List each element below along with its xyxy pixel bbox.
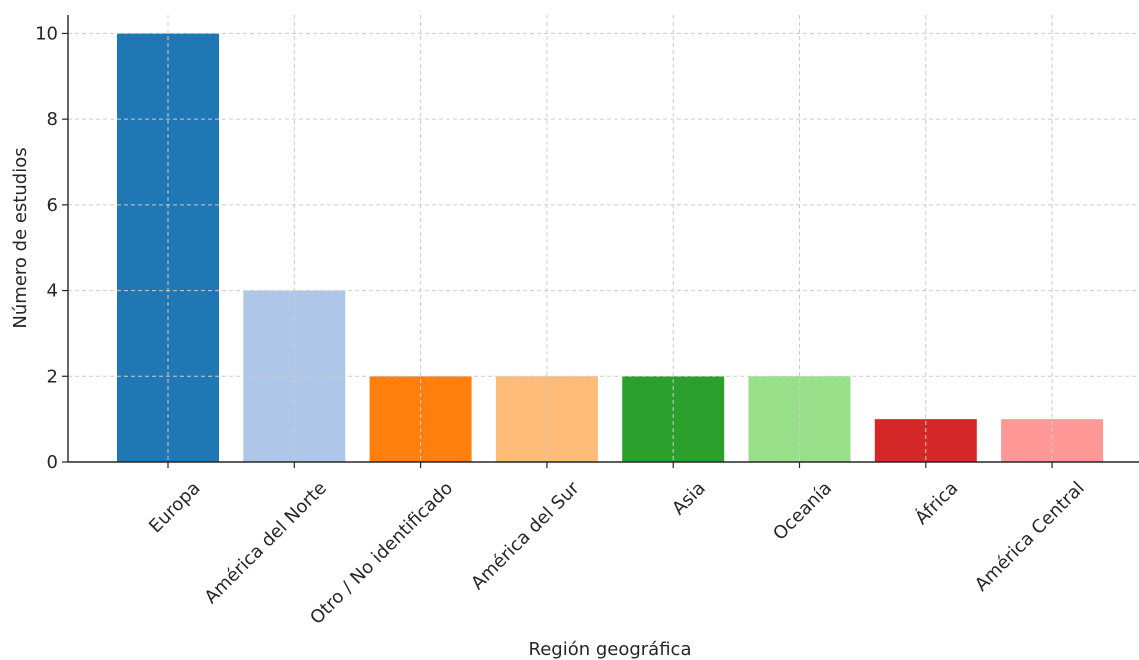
bar-6 <box>874 419 977 462</box>
x-tick-label: América del Norte <box>201 478 331 608</box>
y-axis-ticks: 0 2 4 6 8 10 <box>35 23 68 473</box>
bar-5 <box>748 376 851 462</box>
y-tick-label: 8 <box>47 109 58 130</box>
x-axis-title: Región geográfica <box>529 639 692 660</box>
gridlines <box>68 15 1139 463</box>
bar-7 <box>1001 419 1104 462</box>
bar-2 <box>369 376 472 462</box>
x-tick-label: África <box>911 477 963 529</box>
y-axis-title: Número de estudios <box>10 147 31 328</box>
x-tick-label: América del Sur <box>467 477 584 594</box>
y-tick-label: 2 <box>47 366 58 387</box>
axes <box>67 15 1139 463</box>
y-tick-label: 10 <box>35 23 58 44</box>
y-tick-label: 0 <box>47 452 58 473</box>
bars <box>117 33 1104 463</box>
x-tick-label: Europa <box>145 478 205 538</box>
bar-3 <box>495 376 598 462</box>
x-tick-label: Oceanía <box>769 478 836 545</box>
x-tick-label: América Central <box>971 478 1089 596</box>
x-tick-label: Otro / No identificado <box>306 478 457 629</box>
bar-4 <box>622 376 725 462</box>
x-tick-label: Asia <box>668 478 710 520</box>
y-tick-label: 6 <box>47 195 58 216</box>
y-tick-label: 4 <box>47 281 58 302</box>
